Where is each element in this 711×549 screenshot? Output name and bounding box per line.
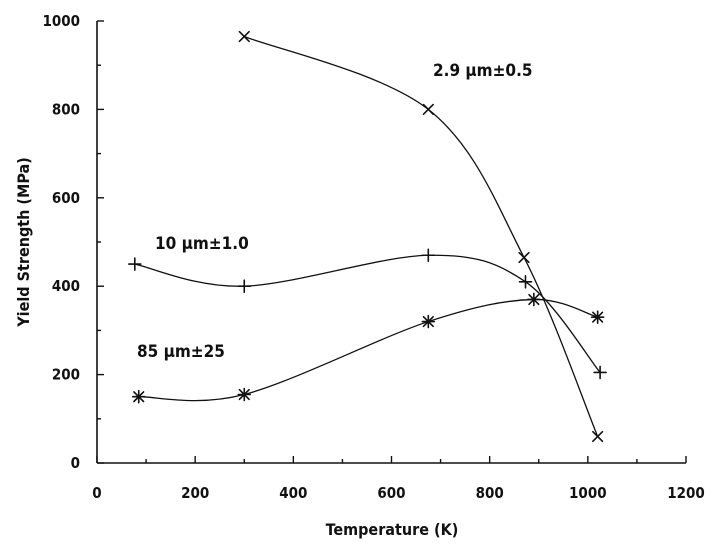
data-point-2.9um bbox=[422, 103, 434, 115]
data-point-2.9um bbox=[238, 30, 250, 43]
data-point-85um bbox=[131, 389, 146, 404]
y-tick-label: 1000 bbox=[42, 12, 80, 30]
x-axis-title: Temperature (K) bbox=[326, 520, 459, 539]
series-label-85um: 85 μm±25 bbox=[137, 342, 225, 362]
y-tick-label: 400 bbox=[52, 277, 80, 295]
data-point-85um bbox=[237, 387, 252, 402]
y-tick-label: 600 bbox=[52, 189, 80, 207]
data-point-85um bbox=[527, 292, 541, 307]
series-markers bbox=[127, 30, 607, 443]
ticks: 0 200 400 600 800 1000 1200 0 200 400 600 800 1000 bbox=[42, 12, 704, 502]
x-tick-label: 200 bbox=[181, 484, 209, 502]
series-label-2.9um: 2.9 μm±0.5 bbox=[433, 61, 533, 81]
x-tick-label: 400 bbox=[279, 484, 307, 502]
data-point-2.9um bbox=[518, 251, 530, 264]
data-point-10um bbox=[421, 248, 436, 263]
y-axis-title: Yield Strength (MPa) bbox=[14, 157, 33, 327]
data-point-10um bbox=[593, 365, 607, 380]
x-tick-label: 0 bbox=[92, 484, 101, 502]
y-tick-label: 800 bbox=[52, 100, 80, 118]
x-tick-label: 1000 bbox=[569, 484, 607, 502]
series-line-85um bbox=[138, 298, 598, 402]
x-tick-label: 800 bbox=[476, 484, 504, 502]
data-point-2.9um bbox=[592, 430, 604, 443]
data-point-10um bbox=[518, 274, 533, 289]
data-point-85um bbox=[421, 314, 436, 329]
series-labels: 2.9 μm±0.5 10 μm±1.0 85 μm±25 bbox=[137, 61, 533, 362]
x-tick-label: 600 bbox=[377, 484, 405, 502]
series-label-10um: 10 μm±1.0 bbox=[155, 234, 249, 254]
y-tick-label: 200 bbox=[52, 366, 80, 384]
data-point-10um bbox=[127, 257, 142, 271]
data-point-85um bbox=[590, 310, 605, 324]
series-line-2.9um bbox=[244, 35, 599, 437]
data-point-10um bbox=[237, 279, 252, 293]
x-tick-label: 1200 bbox=[667, 484, 705, 502]
y-tick-label: 0 bbox=[71, 454, 80, 472]
